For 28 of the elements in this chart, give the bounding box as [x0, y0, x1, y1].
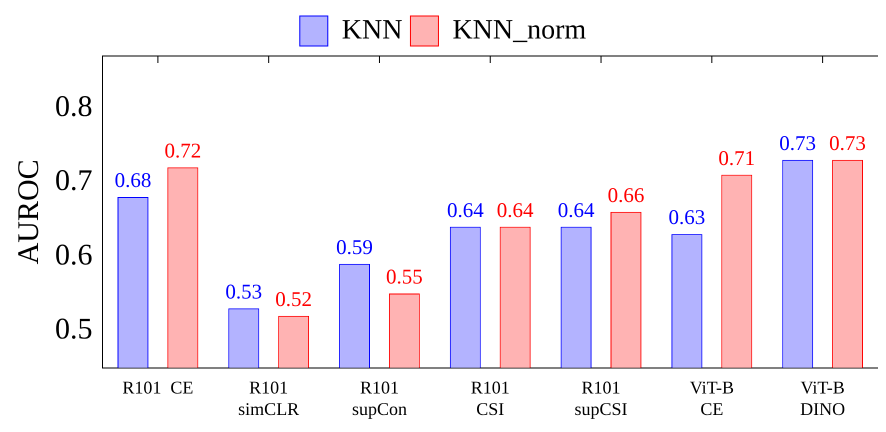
data-label: 0.55: [386, 264, 423, 289]
data-label: 0.53: [225, 279, 262, 304]
x-tick-label: R101 CSI: [470, 377, 510, 419]
data-label: 0.59: [336, 234, 373, 259]
x-tick-label: R101 supCSI: [574, 377, 628, 419]
x-tick-label: R101 CE: [122, 377, 194, 398]
data-label: 0.73: [829, 130, 866, 155]
data-label: 0.64: [446, 198, 484, 222]
x-tick-label: ViT-B CE: [690, 377, 734, 419]
y-tick-label: 0.8: [55, 90, 92, 123]
legend-label: KNN_norm: [452, 14, 586, 46]
x-tick-label: R101 supCon: [352, 377, 407, 419]
data-label: 0.72: [164, 138, 202, 162]
y-tick-label: 0.5: [55, 312, 92, 346]
x-tick-label: R101 simCLR: [238, 377, 300, 419]
y-tick-label: 0.7: [55, 164, 92, 198]
data-label: 0.64: [496, 198, 534, 222]
data-label: 0.64: [558, 198, 595, 222]
y-axis-title: AUROC: [12, 159, 45, 264]
data-label: 0.73: [779, 130, 816, 155]
data-label: 0.71: [718, 146, 756, 170]
x-tick-label: ViT-B DINO: [800, 377, 846, 419]
data-label: 0.68: [114, 168, 152, 192]
data-label: 0.52: [275, 286, 312, 311]
y-tick-label: 0.6: [55, 238, 92, 272]
data-label: 0.66: [608, 182, 644, 207]
legend-label: KNN: [342, 14, 402, 46]
data-label: 0.63: [668, 205, 706, 230]
